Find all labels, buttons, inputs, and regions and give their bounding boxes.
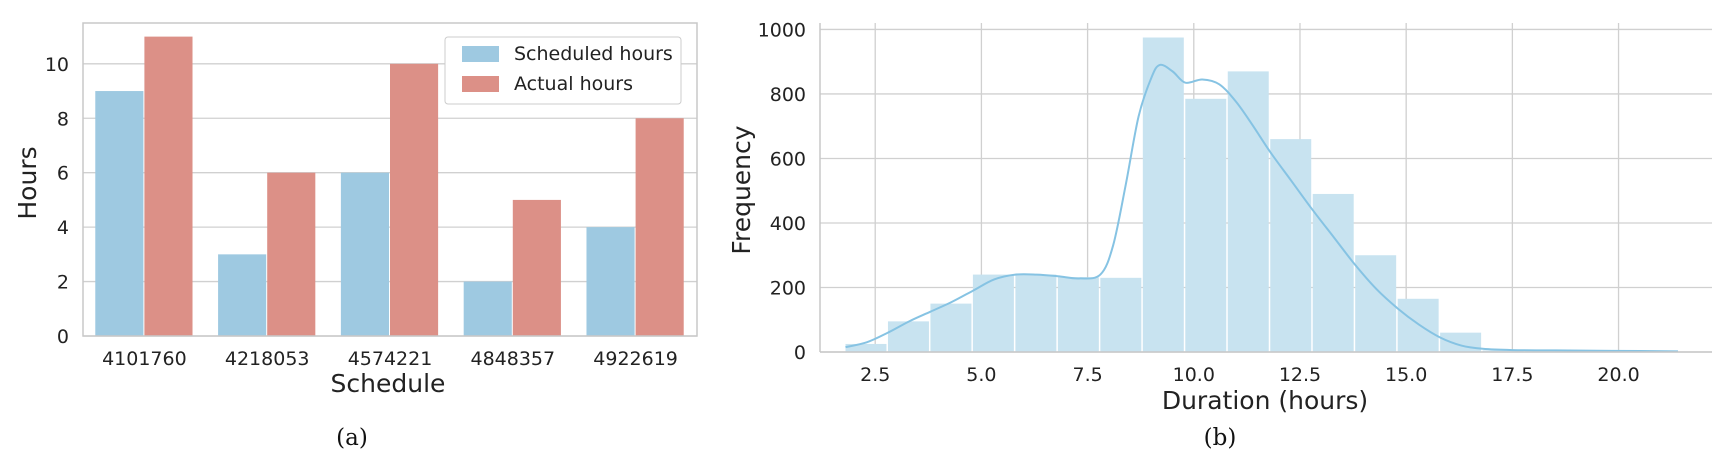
bar-scheduled-4218053 [218,254,267,336]
y-tick-label: 0 [794,342,806,364]
histogram-bar-8 [1185,98,1227,353]
chart-b-y-tick-labels: 0 200 400 600 800 1000 [758,19,806,364]
x-tick-label: 4101760 [102,348,187,370]
histogram-bar-5 [1057,277,1099,352]
histogram-bar-6 [1100,277,1142,352]
histogram-bar-13 [1397,298,1439,352]
histogram-bar-4 [1015,274,1057,352]
histogram-bar-15 [1482,350,1524,352]
x-tick-label: 7.5 [1072,364,1102,386]
bar-actual-4218053 [267,172,316,336]
plot-frame [82,22,698,337]
y-tick-label: 400 [770,213,806,235]
y-tick-label: 2 [57,272,69,294]
chart-a-legend: Scheduled hours Actual hours [444,36,682,105]
y-tick-label: 6 [57,163,69,185]
bar-scheduled-4922619 [586,227,635,336]
chart-b-x-tick-labels: 2.5 5.0 7.5 10.0 12.5 15.0 17.5 20.0 [860,364,1640,386]
legend-swatch-scheduled [462,46,499,62]
chart-a-y-tick-labels: 0 2 4 6 8 10 [45,54,69,348]
chart-a-y-axis-label: Hours [13,146,42,219]
y-tick-label: 4 [57,217,69,239]
x-tick-label: 4218053 [225,348,310,370]
legend-label-actual: Actual hours [514,73,633,95]
y-tick-label: 8 [57,108,69,130]
caption-b: (b) [1203,425,1237,451]
x-tick-label: 12.5 [1279,364,1321,386]
x-tick-label: 4848357 [470,348,555,370]
x-tick-label: 20.0 [1597,364,1639,386]
histogram-bar-9 [1227,71,1269,352]
x-tick-label: 5.0 [966,364,996,386]
bar-scheduled-4574221 [340,172,389,336]
legend-box [444,36,682,105]
x-tick-label: 15.0 [1385,364,1427,386]
histogram-bar-10 [1270,139,1312,352]
y-tick-label: 1000 [758,19,806,41]
x-tick-label: 4574221 [348,348,433,370]
histogram-bar-7 [1142,37,1184,352]
chart-b-kde-curve [845,63,1679,353]
legend-label-scheduled: Scheduled hours [514,43,673,65]
histogram-bar-1 [887,321,929,352]
x-tick-label: 2.5 [860,364,890,386]
chart-a-x-tick-labels: 4101760 4218053 4574221 4848357 4922619 [102,348,678,370]
x-tick-label: 10.0 [1173,364,1215,386]
chart-a-x-axis-label: Schedule [331,369,446,398]
bar-actual-4574221 [390,63,439,337]
chart-b-y-axis-label: Frequency [727,125,756,254]
legend-swatch-actual [462,76,499,92]
y-tick-label: 600 [770,148,806,170]
chart-b-x-axis-label: Duration (hours) [1162,386,1368,415]
chart-a-axes-frame [82,22,698,337]
histogram-bar-0 [845,343,887,352]
bar-actual-4848357 [512,199,561,336]
chart-b-axes-frame [819,23,1712,353]
y-tick-label: 800 [770,84,806,106]
chart-b-histogram-bars [845,37,1677,353]
bar-actual-4101760 [144,36,193,336]
bar-scheduled-4848357 [463,281,512,336]
chart-b-duration-histogram: 0 200 400 600 800 1000 2.5 5.0 7.5 10.0 12.5 15.0 1… [727,19,1712,415]
histogram-bar-2 [930,303,972,352]
caption-a: (a) [336,425,368,451]
y-tick-label: 200 [770,277,806,299]
histogram-bar-12 [1355,255,1397,352]
bar-actual-4922619 [635,118,684,337]
x-tick-label: 4922619 [593,348,678,370]
chart-a-schedule-hours: 0 2 4 6 8 10 4101760 4218053 4574221 4848357 4922… [13,22,698,398]
y-tick-label: 0 [57,326,69,348]
chart-a-bars [95,36,684,337]
histogram-bar-14 [1440,332,1482,352]
x-tick-label: 17.5 [1491,364,1533,386]
y-tick-label: 10 [45,54,69,76]
bar-scheduled-4101760 [95,91,144,336]
